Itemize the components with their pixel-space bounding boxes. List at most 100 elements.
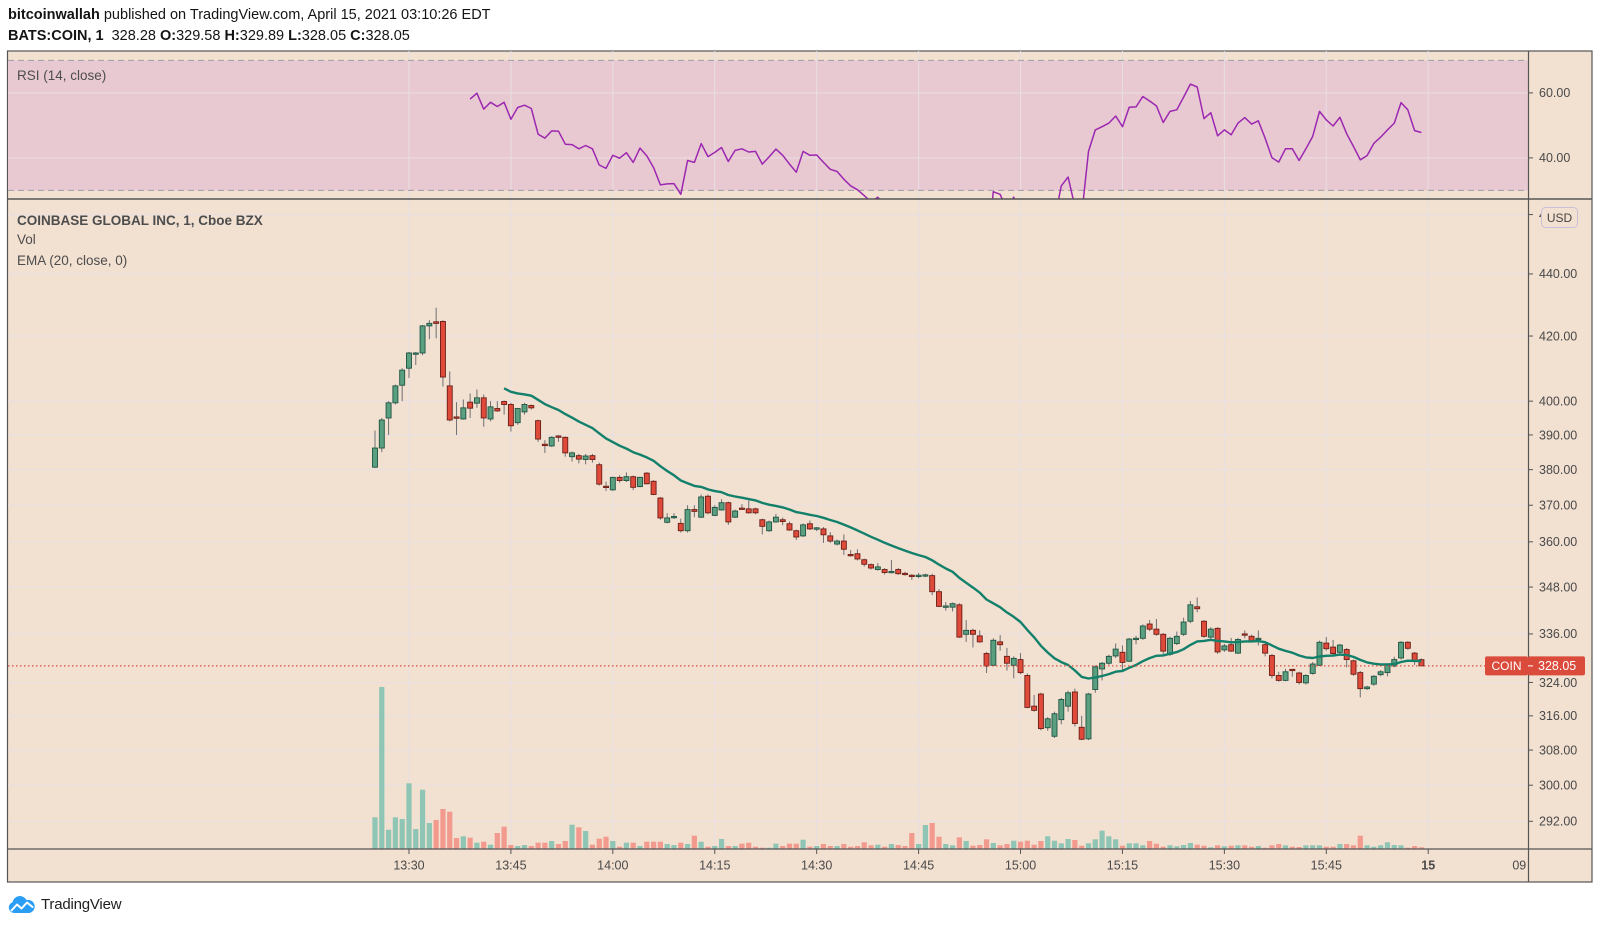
rsi-path (469, 83, 1422, 199)
symbol-badge-box (1485, 656, 1528, 676)
candle-body (1404, 641, 1411, 649)
volume-bar (882, 846, 888, 849)
currency-badge[interactable]: USD (1541, 207, 1578, 228)
volume-bar (1092, 839, 1098, 849)
volume-bar (1235, 845, 1241, 849)
price-axis-label: 300.00 (1539, 779, 1577, 793)
volume-bar (610, 841, 616, 849)
volume-bar (841, 844, 847, 849)
candle (895, 568, 902, 575)
publish-text: published on TradingView.com, April 15, … (99, 7, 491, 23)
candle-body (1207, 628, 1214, 638)
candle (1370, 675, 1377, 686)
candle (691, 505, 698, 518)
volume-bar (460, 836, 466, 849)
candle-body (514, 408, 521, 424)
symbol-ohlc-line: BATS:COIN, 1 328.28 O:329.58 H:329.89 L:328.… (8, 27, 414, 45)
candle-body (936, 591, 942, 607)
candle (514, 407, 521, 425)
volume-bar (1133, 843, 1139, 849)
candle-body (507, 404, 514, 427)
candle (1160, 633, 1167, 654)
candle-body (1228, 644, 1235, 652)
candle-body (793, 530, 800, 538)
volume-bar (1147, 841, 1153, 849)
candle (1078, 715, 1085, 741)
candle (630, 475, 637, 491)
candle (1180, 617, 1187, 636)
candle (406, 352, 412, 378)
candle (847, 549, 854, 557)
candle-body (609, 476, 616, 491)
candle (480, 394, 487, 427)
candle-body (970, 629, 976, 635)
volume-bar (440, 809, 446, 849)
low-label: L: (288, 28, 302, 44)
volume-bar (1051, 840, 1058, 849)
volume-legend[interactable]: Vol (17, 232, 36, 247)
candle-body (392, 385, 399, 404)
candle (881, 568, 888, 575)
candle (1010, 656, 1017, 679)
candle (732, 509, 739, 518)
candle-body (1031, 705, 1038, 711)
candle (473, 389, 480, 408)
candle (664, 513, 671, 524)
volume-bar (1113, 839, 1119, 849)
time-axis[interactable]: 13:30 13:45 14:00 14:15 14:30 14:45 15:00 15:15… (393, 849, 1526, 873)
candle (1377, 670, 1384, 677)
open-value: 329.58 (176, 28, 221, 44)
candle (1262, 643, 1269, 657)
candle (1194, 597, 1201, 613)
candle-body (1194, 606, 1201, 610)
price-axis[interactable]: 460.00440.00420.00400.00390.00380.00370.… (1528, 208, 1577, 829)
volume-bar (399, 819, 405, 849)
footer-brand[interactable]: TradingView (8, 894, 122, 914)
candle (548, 436, 555, 447)
volume-bar (814, 846, 820, 849)
volume-bar (406, 783, 412, 849)
ema-legend[interactable]: EMA (20, close, 0) (17, 253, 128, 268)
volume-bar (617, 846, 623, 849)
candle-body (895, 569, 902, 575)
candle-body (426, 322, 433, 327)
candle (1085, 692, 1092, 741)
volume-bar (1099, 830, 1105, 849)
candle (976, 630, 983, 643)
candle-body (1309, 663, 1316, 674)
candle (936, 588, 942, 608)
candle-body (453, 416, 460, 419)
last-price-badge-box (1528, 656, 1585, 676)
candle (1323, 637, 1330, 651)
rsi-legend[interactable]: RSI (14, close) (17, 68, 107, 83)
volume-bar (895, 845, 901, 849)
candle (609, 476, 616, 491)
volume-bar (1391, 845, 1397, 849)
volume-bar (501, 826, 507, 849)
candle (643, 472, 650, 485)
volume-bar (739, 843, 745, 849)
candle (1207, 627, 1214, 640)
candle (1235, 637, 1241, 654)
candle-body (582, 455, 589, 460)
candle-body (467, 401, 474, 409)
main-series-legend[interactable]: COINBASE GLOBAL INC, 1, Cboe BZX (17, 213, 263, 228)
volume-bar (807, 846, 813, 849)
candle (1275, 671, 1282, 682)
author-name[interactable]: bitcoinwallah (8, 7, 100, 23)
candle-body (813, 527, 820, 530)
volume-bar (1384, 842, 1391, 849)
volume-bar (678, 842, 684, 849)
candle (616, 475, 623, 483)
volume-bar (1248, 846, 1255, 849)
volume-bar (684, 844, 691, 849)
candle (766, 520, 773, 532)
candle-body (691, 509, 698, 512)
candle-body (575, 455, 582, 460)
volume-bar (854, 846, 861, 849)
price-axis-label: 380.00 (1539, 463, 1577, 477)
rsi-axis[interactable]: 60.00 40.00 (1528, 86, 1570, 165)
volume-bar (793, 843, 799, 849)
candle (834, 539, 841, 546)
